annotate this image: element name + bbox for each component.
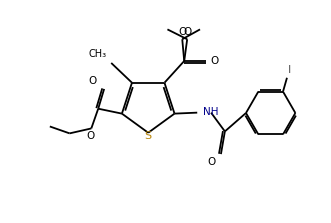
Text: O: O [183, 27, 191, 37]
Text: O: O [86, 131, 94, 141]
Text: O: O [178, 27, 186, 37]
Text: O: O [88, 76, 96, 86]
Text: O: O [208, 157, 216, 167]
Text: I: I [288, 65, 291, 75]
Text: NH: NH [203, 107, 219, 117]
Text: S: S [145, 131, 152, 141]
Text: O: O [210, 56, 218, 66]
Text: CH₃: CH₃ [88, 49, 106, 59]
